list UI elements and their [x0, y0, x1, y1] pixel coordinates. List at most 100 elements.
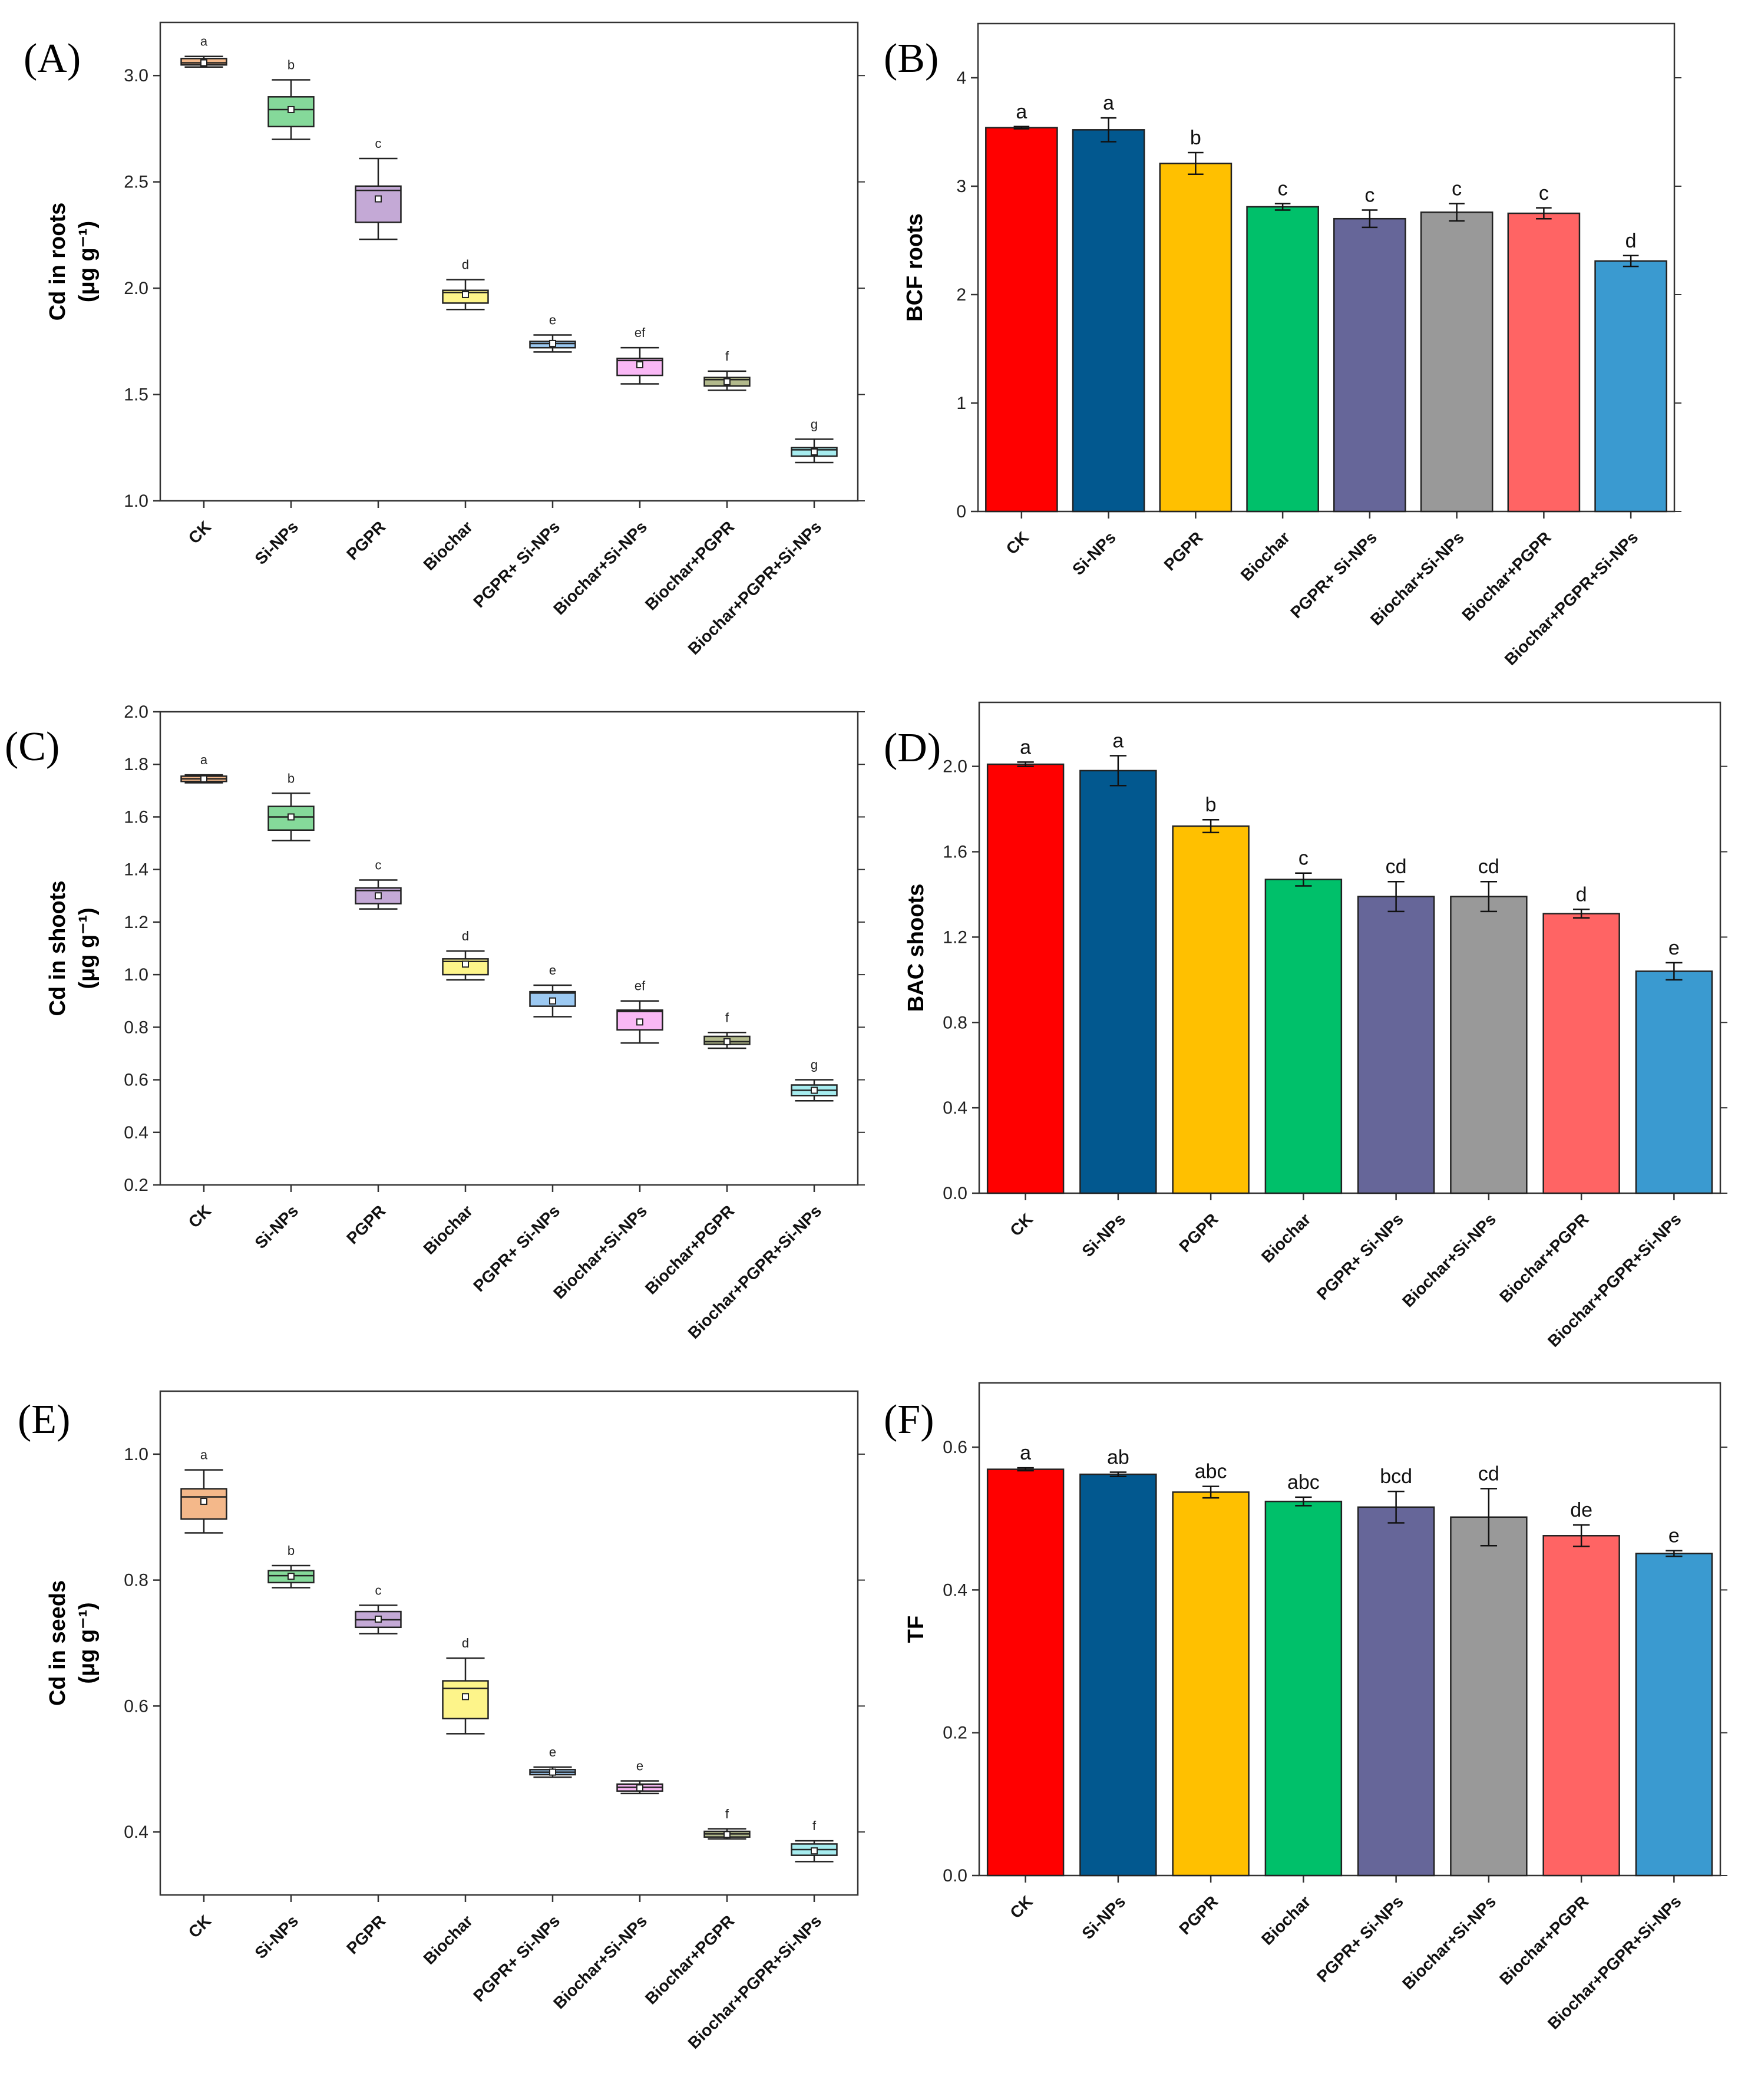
box-mean-marker [636, 1784, 643, 1792]
significance-letter: a [1112, 730, 1124, 752]
significance-letter: c [375, 858, 382, 873]
panel-label: (B) [884, 36, 939, 81]
y-tick-label: 0.4 [943, 1098, 967, 1118]
box-mean-marker [723, 378, 731, 385]
significance-letter: a [1016, 101, 1027, 123]
significance-letter: c [1539, 182, 1549, 204]
y-tick-label: 2 [956, 285, 966, 305]
box-iqr [355, 185, 402, 223]
box-mean-marker [200, 1498, 207, 1505]
y-tick-label: 2.0 [124, 279, 148, 298]
bar [1172, 1491, 1250, 1877]
significance-letter: a [200, 1448, 208, 1462]
plot-frame [159, 711, 859, 1186]
y-tick-label: 1.2 [943, 927, 967, 947]
bar [985, 127, 1058, 513]
y-axis-label: Cd in shoots [45, 880, 70, 1016]
significance-letter: d [1625, 230, 1637, 252]
y-axis-label: BAC shoots [904, 884, 929, 1012]
box-mean-marker [288, 1573, 295, 1580]
y-tick-label: 0.2 [124, 1176, 148, 1195]
y-tick-label: 2.0 [943, 757, 967, 777]
bar [1264, 879, 1343, 1194]
bar [1635, 970, 1713, 1194]
significance-letter: ef [635, 979, 646, 993]
y-tick-label: 4 [956, 68, 966, 88]
y-tick-label: 1.0 [124, 965, 148, 985]
significance-letter: ef [635, 325, 646, 340]
significance-letter: d [462, 1636, 469, 1650]
box-mean-marker [549, 339, 556, 347]
plot-frame [159, 1390, 859, 1896]
significance-letter: a [200, 752, 208, 767]
y-tick-label: 1.4 [124, 860, 148, 880]
y-tick-label: 3.0 [124, 66, 148, 85]
y-tick-label: 0.0 [943, 1866, 967, 1886]
box-mean-marker [462, 290, 469, 298]
box-mean-marker [375, 195, 382, 203]
significance-letter: f [812, 1818, 817, 1833]
y-tick-label: 1.2 [124, 913, 148, 932]
y-tick-label: 1.8 [124, 755, 148, 774]
box-mean-marker [200, 775, 207, 782]
significance-letter: e [549, 963, 556, 978]
significance-letter: d [462, 257, 469, 272]
significance-letter: b [1190, 127, 1201, 149]
bar [1072, 129, 1145, 513]
plot-frame [978, 701, 1722, 1194]
box-mean-marker [811, 1847, 818, 1855]
y-tick-label: 0.8 [124, 1571, 148, 1590]
significance-letter: abc [1195, 1461, 1227, 1483]
panel-label: (D) [884, 725, 941, 771]
significance-letter: g [811, 1058, 818, 1072]
box-mean-marker [375, 1615, 382, 1623]
y-tick-label: 1.0 [124, 1445, 148, 1464]
bar [1079, 1473, 1157, 1877]
significance-letter: b [288, 771, 295, 785]
box-mean-marker [375, 892, 382, 900]
significance-letter: c [1298, 847, 1309, 870]
bar [1079, 770, 1157, 1194]
significance-letter: e [1668, 1525, 1680, 1547]
significance-letter: c [375, 136, 382, 151]
y-axis-label: TF [904, 1616, 929, 1643]
y-axis-label: BCF roots [903, 213, 927, 322]
significance-letter: a [200, 34, 208, 49]
box-iqr [267, 805, 315, 831]
bar [986, 1468, 1065, 1877]
box-mean-marker [462, 960, 469, 968]
significance-letter: e [636, 1759, 643, 1774]
significance-letter: a [1020, 736, 1031, 758]
y-tick-label: 0 [956, 502, 966, 521]
panel-label: (F) [884, 1397, 934, 1442]
bar [1333, 217, 1406, 513]
significance-letter: a [1103, 92, 1114, 114]
y-axis-label: Cd in roots [45, 203, 70, 321]
box-mean-marker [549, 997, 556, 1005]
significance-letter: e [549, 313, 556, 328]
bar [1635, 1553, 1713, 1877]
y-tick-label: 0.8 [124, 1018, 148, 1037]
y-tick-label: 0.4 [943, 1580, 967, 1600]
bar [1159, 163, 1233, 513]
bar [1450, 896, 1528, 1194]
bar [1594, 260, 1667, 513]
bar [1450, 1516, 1528, 1877]
box-mean-marker [288, 105, 295, 113]
y-axis-unit: (μg g⁻¹) [75, 1602, 100, 1683]
plot-frame [978, 1382, 1722, 1877]
box-mean-marker [636, 361, 643, 369]
y-axis-label: Cd in seeds [45, 1580, 70, 1706]
bar [1542, 913, 1620, 1194]
y-tick-label: 0.6 [943, 1438, 967, 1457]
significance-letter: cd [1386, 856, 1407, 878]
box-mean-marker [549, 1768, 556, 1776]
y-tick-label: 0.4 [124, 1822, 148, 1842]
y-tick-label: 2.0 [124, 702, 148, 722]
y-tick-label: 1.6 [124, 807, 148, 827]
y-tick-label: 0.8 [943, 1013, 967, 1032]
bar [1357, 1506, 1435, 1877]
significance-letter: c [1278, 177, 1288, 200]
significance-letter: cd [1478, 1462, 1499, 1485]
